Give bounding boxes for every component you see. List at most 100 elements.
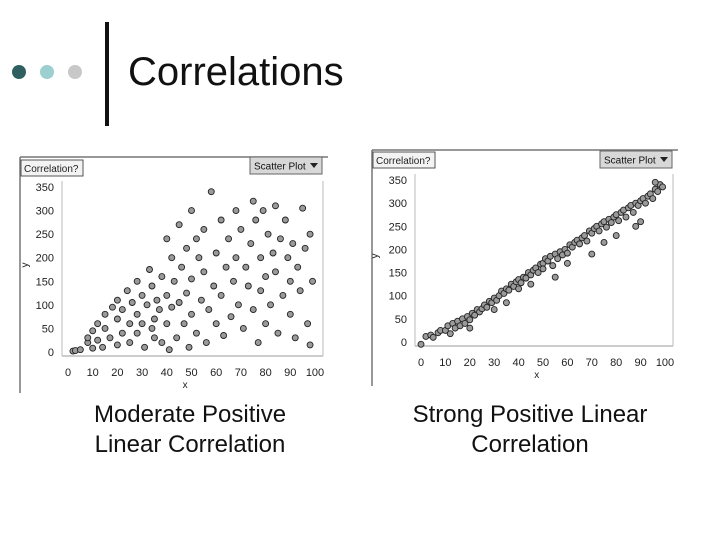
scatter-point (517, 279, 525, 287)
scatter-point (183, 289, 191, 297)
scatter-point (185, 343, 193, 351)
scatter-point (153, 296, 161, 304)
x-tick-label: 100 (306, 367, 324, 379)
bullet-dot-teal (40, 65, 54, 79)
scatter-point (232, 254, 240, 262)
scatter-point (168, 303, 176, 311)
y-tick-label: 150 (36, 276, 54, 288)
scatter-point (197, 296, 205, 304)
scatter-point (281, 216, 289, 224)
y-tick-label: 50 (42, 323, 54, 335)
scatter-point (118, 306, 126, 314)
x-tick-label: 90 (284, 367, 296, 379)
scatter-point (220, 332, 228, 339)
scatter-point (284, 254, 292, 262)
scatter-point (207, 188, 215, 196)
scatter-point (101, 310, 109, 318)
scatter-point (113, 315, 121, 323)
scatter-point (262, 320, 270, 328)
scatter-point (309, 277, 316, 285)
caption-moderate: Moderate Positive Linear Correlation (60, 400, 320, 460)
scatter-point (607, 219, 615, 227)
scatter-point (148, 324, 156, 332)
scatter-point (291, 334, 299, 342)
scatter-point (158, 273, 166, 281)
scatter-point (417, 340, 425, 348)
scatter-point (615, 217, 623, 225)
scatter-point (158, 339, 166, 347)
scatter-point (192, 235, 200, 243)
scatter-point (651, 178, 659, 186)
panel-label: Correlation? (24, 164, 79, 175)
x-tick-label: 50 (537, 357, 549, 369)
scatter-point (168, 254, 176, 262)
scatter-point (581, 232, 588, 239)
scatter-point (192, 329, 200, 337)
scatter-point (212, 249, 220, 257)
y-tick-label: 250 (36, 229, 54, 241)
scatter-point (588, 250, 596, 258)
scatter-point (195, 254, 203, 262)
scatter-point (304, 320, 312, 328)
scatter-point (123, 287, 131, 295)
scatter-point (188, 310, 195, 318)
plot-type-button-label: Scatter Plot (254, 162, 306, 173)
scatter-point (188, 275, 195, 283)
scatter-point (274, 329, 282, 337)
scatter-point (515, 285, 523, 293)
scatter-point (133, 329, 141, 337)
panel-label-box (372, 151, 436, 169)
scatter-point (654, 188, 662, 196)
scatter-point (150, 315, 158, 323)
scatter-point (272, 268, 279, 276)
x-tick-label: 0 (418, 357, 424, 369)
y-tick-label: 350 (389, 175, 407, 187)
plot-type-button (249, 156, 323, 175)
scatter-point (276, 235, 284, 243)
scatter-point (279, 291, 287, 299)
scatter-point (200, 268, 208, 276)
scatter-chart-moderate: Correlation? Scatter Plot0501001502002503… (18, 155, 330, 395)
caption-strong-line2: Correlation (471, 431, 589, 458)
scatter-point (225, 235, 233, 243)
scatter-point (109, 303, 116, 311)
scatter-point (254, 339, 262, 347)
scatter-point (217, 291, 225, 299)
scatter-point (89, 344, 97, 352)
bullet-dot-gray (68, 65, 82, 79)
scatter-point (94, 320, 102, 328)
scatter-point (622, 213, 630, 221)
scatter-point (306, 341, 314, 349)
scatter-point (446, 330, 454, 338)
caption-moderate-line1: Moderate Positive (93, 401, 287, 428)
x-tick-label: 90 (634, 357, 646, 369)
scatter-point (612, 232, 620, 239)
scatter-point (296, 287, 304, 295)
scatter-point (188, 207, 195, 215)
scatter-point (264, 230, 272, 238)
x-tick-label: 30 (488, 357, 500, 369)
plot-type-button-label: Scatter Plot (604, 156, 656, 167)
y-tick-label: 250 (389, 221, 407, 233)
x-tick-label: 100 (656, 357, 674, 369)
scatter-point (205, 306, 213, 314)
y-tick-label: 50 (395, 314, 407, 326)
scatter-point (563, 249, 571, 257)
scatter-chart-strong: Correlation? Scatter Plot0501001502002503… (370, 148, 680, 388)
chevron-down-icon (660, 157, 668, 162)
scatter-point (299, 204, 307, 212)
scatter-point (549, 262, 557, 270)
scatter-point (237, 225, 245, 233)
scatter-point (230, 277, 237, 285)
scatter-point (128, 299, 136, 306)
scatter-point (163, 291, 171, 299)
scatter-point (554, 255, 562, 263)
scatter-point (222, 263, 230, 271)
scatter-point (126, 320, 134, 328)
scatter-point (642, 199, 649, 207)
x-tick-label: 20 (111, 367, 123, 379)
scatter-point (118, 329, 126, 337)
x-tick-label: 70 (235, 367, 247, 379)
chart-background (370, 148, 680, 388)
y-tick-label: 100 (36, 300, 54, 312)
